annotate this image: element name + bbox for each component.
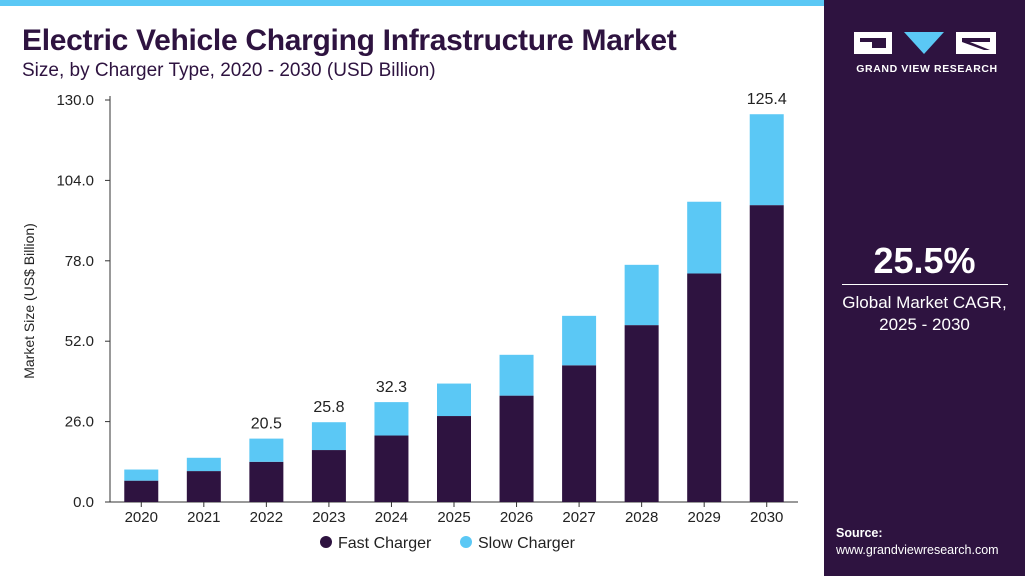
- logo-text: GRAND VIEW RESEARCH: [856, 63, 998, 75]
- source-label: Source:: [836, 526, 883, 540]
- legend-label-fast-charger: Fast Charger: [338, 535, 432, 552]
- bar-fast-charger-2020: [124, 480, 159, 502]
- bar-slow-charger-2024: [374, 402, 409, 436]
- cagr-label: Global Market CAGR, 2025 - 2030: [824, 292, 1025, 336]
- cagr-value: 25.5%: [873, 240, 976, 281]
- legend-label-slow-charger: Slow Charger: [478, 535, 576, 552]
- data-label-2022: 20.5: [251, 416, 282, 433]
- bar-slow-charger-2029: [687, 201, 722, 274]
- y-tick-label: 0.0: [73, 494, 94, 511]
- sidebar: GRAND VIEW RESEARCH 25.5% Global Market …: [824, 0, 1025, 576]
- cagr-label-line1: Global Market CAGR,: [842, 293, 1007, 312]
- source-link[interactable]: www.grandviewresearch.com: [836, 543, 999, 557]
- data-label-2024: 32.3: [376, 379, 407, 396]
- cagr-divider: [842, 284, 1008, 285]
- bar-slow-charger-2025: [437, 383, 471, 417]
- data-label-2023: 25.8: [313, 399, 344, 416]
- bar-chart: 0.0 26.0 52.0 78.0 104.0 130.0 Market Size (US…: [21, 91, 798, 552]
- gvr-logo: [852, 28, 1002, 63]
- bar-slow-charger-2030: [749, 114, 784, 206]
- y-tick-label: 104.0: [56, 172, 94, 189]
- bar-slow-charger-2023: [311, 422, 346, 451]
- bar-fast-charger-2026: [499, 395, 534, 502]
- bar-slow-charger-2020: [124, 469, 159, 481]
- y-axis-title: Market Size (US$ Billion): [21, 223, 37, 379]
- cagr-label-line2: 2025 - 2030: [879, 315, 970, 334]
- bar-fast-charger-2028: [624, 325, 659, 502]
- bar-slow-charger-2026: [499, 354, 534, 396]
- bar-fast-charger-2021: [186, 471, 221, 502]
- top-accent-bar: [0, 0, 824, 6]
- x-tick-label: 2029: [687, 509, 720, 526]
- bar-fast-charger-2024: [374, 435, 409, 502]
- y-tick-label: 52.0: [65, 333, 94, 350]
- legend-marker-fast-charger: [320, 536, 332, 548]
- bar-fast-charger-2030: [749, 205, 784, 502]
- bar-slow-charger-2028: [624, 264, 659, 326]
- chart-title: Electric Vehicle Charging Infrastructure…: [22, 24, 677, 57]
- bar-fast-charger-2025: [437, 416, 471, 502]
- x-tick-label: 2020: [125, 509, 158, 526]
- bar-fast-charger-2029: [687, 273, 722, 502]
- x-tick-label: 2022: [250, 509, 283, 526]
- x-tick-label: 2028: [625, 509, 658, 526]
- bar-fast-charger-2027: [562, 365, 597, 502]
- bar-fast-charger-2023: [311, 450, 346, 502]
- data-label-2030: 125.4: [747, 91, 787, 108]
- bar-slow-charger-2022: [249, 438, 284, 462]
- x-tick-label: 2023: [312, 509, 345, 526]
- gvr-logo-icon: [854, 32, 996, 54]
- y-tick-label: 26.0: [65, 414, 94, 431]
- x-tick-label: 2024: [375, 509, 408, 526]
- bar-fast-charger-2022: [249, 461, 284, 502]
- x-tick-label: 2026: [500, 509, 533, 526]
- y-tick-label: 130.0: [56, 92, 94, 109]
- y-tick-label: 78.0: [65, 253, 94, 270]
- x-tick-label: 2021: [187, 509, 220, 526]
- x-tick-label: 2030: [750, 509, 783, 526]
- chart-subtitle: Size, by Charger Type, 2020 - 2030 (USD …: [22, 60, 436, 81]
- bar-slow-charger-2027: [562, 315, 597, 366]
- bar-slow-charger-2021: [186, 457, 221, 472]
- x-tick-label: 2025: [437, 509, 470, 526]
- x-tick-label: 2027: [562, 509, 595, 526]
- legend-marker-slow-charger: [460, 536, 472, 548]
